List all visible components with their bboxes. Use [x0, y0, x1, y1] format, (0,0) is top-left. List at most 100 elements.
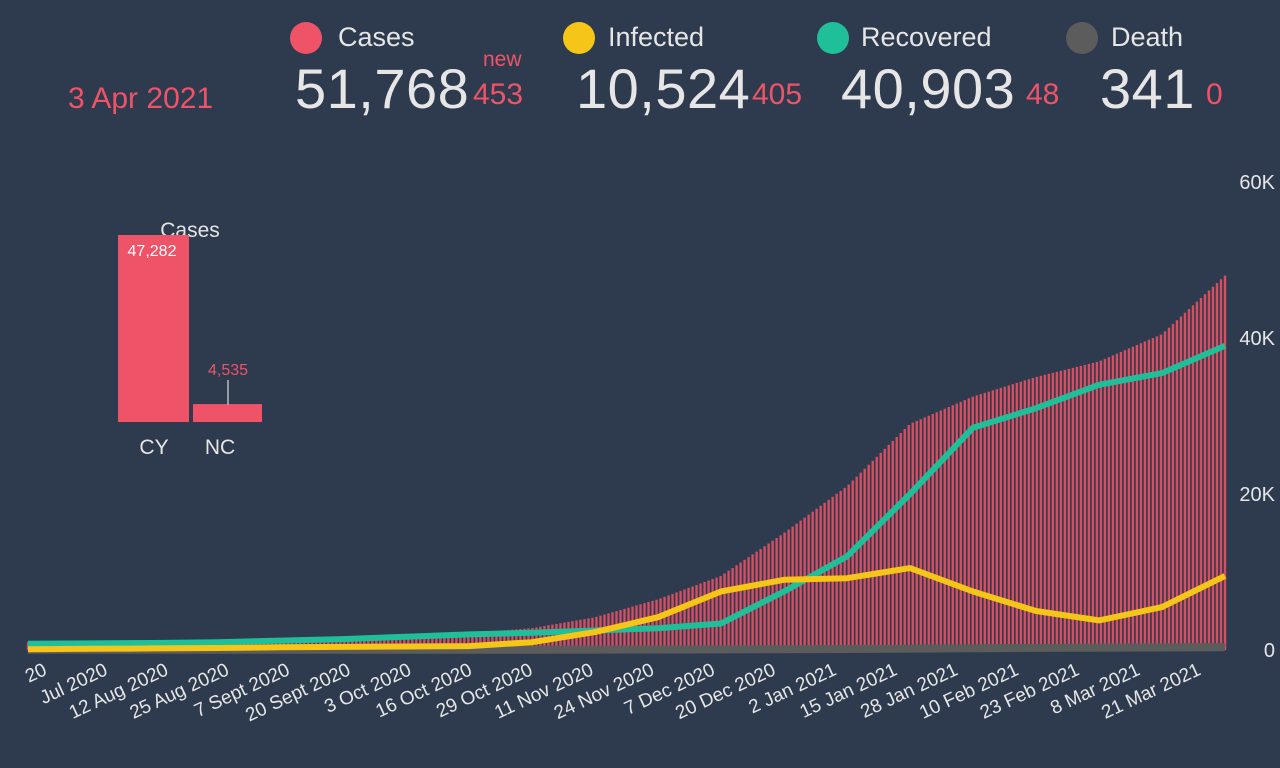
cases-bar: [379, 635, 382, 650]
cases-bar: [1039, 375, 1043, 650]
cases-bar: [363, 636, 366, 650]
cases-bar: [831, 496, 834, 650]
death-legend-dot: [1066, 22, 1098, 54]
cases-bar: [1167, 327, 1171, 650]
cases-bar: [875, 456, 878, 650]
cases-bar: [691, 586, 694, 650]
cases-bar: [387, 635, 390, 650]
cases-bar: [859, 472, 862, 650]
inset-value-nc: 4,535: [208, 362, 248, 379]
cases-bar: [347, 636, 350, 650]
cases-bar: [1131, 346, 1135, 650]
cases-bar: [242, 639, 246, 650]
cases-bar: [947, 407, 950, 650]
cases-bar: [279, 638, 282, 650]
cases-bar: [315, 637, 318, 650]
inset-category-nc: NC: [205, 436, 235, 459]
cases-bar: [1139, 343, 1143, 650]
cases-bar: [459, 633, 462, 650]
series-lines: [27, 343, 1227, 654]
infected-line: [27, 565, 1227, 653]
cases-bar: [951, 405, 954, 650]
cases-bar: [1007, 385, 1011, 650]
cases-value: 51,768: [295, 57, 470, 120]
cases-bar: [463, 633, 466, 650]
cases-bar: [675, 592, 678, 650]
cases-bar: [531, 628, 534, 650]
cases-bar: [1163, 331, 1167, 650]
cases-bar: [919, 419, 922, 650]
cases-bar: [451, 633, 454, 650]
cases-bar: [959, 401, 962, 650]
y-tick-label: 20K: [1239, 484, 1275, 506]
cases-bar: [879, 452, 882, 650]
cases-bar: [351, 636, 354, 650]
cases-bar: [971, 396, 974, 650]
cases-bar: [1011, 384, 1015, 650]
cases-bar: [719, 576, 722, 650]
cases-bar: [287, 638, 290, 650]
cases-bar: [1203, 294, 1207, 650]
cases-bar: [283, 638, 286, 650]
cases-bar: [254, 638, 258, 650]
cases-bar: [1111, 355, 1115, 650]
cases-bar: [483, 631, 486, 650]
date-label: 3 Apr 2021: [68, 82, 214, 115]
cases-bar: [751, 554, 754, 650]
cases-bar: [1023, 380, 1027, 650]
recovered-line: [27, 343, 1227, 647]
cases-bar: [999, 387, 1003, 650]
cases-bar: [271, 638, 274, 650]
cases-bar: [931, 413, 934, 650]
cases-bar: [987, 391, 990, 650]
cases-bar: [395, 635, 398, 650]
cases-bar: [407, 635, 410, 650]
inset-bar-nc: [193, 404, 262, 422]
cases-bar: [359, 636, 362, 650]
cases-bar: [723, 573, 726, 650]
cases-bar: [803, 517, 806, 650]
cases-bar: [855, 476, 858, 650]
cases-bar: [955, 403, 958, 650]
cases-bar: [415, 634, 418, 650]
cases-bar: [1047, 373, 1051, 650]
cases-bar: [1031, 377, 1035, 650]
cases-bar: [319, 637, 322, 650]
cases-bar: [1191, 305, 1195, 650]
cases-bar: [1051, 372, 1055, 650]
infected-delta: 405: [752, 78, 803, 111]
y-axis: 0 20K 40K 60K: [1239, 172, 1275, 662]
cases-bar: [1087, 363, 1091, 650]
cases-bar: [519, 629, 522, 650]
cases-bar: [1043, 374, 1047, 650]
inset-value-cy: 47,282: [128, 243, 177, 260]
cases-bar: [479, 631, 482, 650]
infected-label: Infected: [608, 22, 705, 52]
inset-bar-cy: [118, 235, 189, 422]
cases-bar: [1083, 364, 1087, 650]
cases-bar: [655, 599, 658, 650]
cases-bars: [26, 275, 1227, 650]
cases-bar: [527, 628, 530, 650]
cases-bar: [1019, 381, 1023, 650]
cases-bar: [939, 410, 942, 650]
cases-bar: [887, 444, 890, 650]
cases-bar: [299, 637, 302, 650]
recovered-value: 40,903: [841, 57, 1016, 120]
cases-bar: [1215, 283, 1219, 650]
recovered-delta: 48: [1026, 78, 1060, 111]
cases-bar: [375, 635, 378, 650]
recovered-label: Recovered: [861, 22, 992, 52]
cases-bar: [1223, 275, 1227, 650]
cases-bar: [331, 637, 334, 650]
cases-bar: [303, 637, 306, 650]
cases-bar: [1003, 386, 1007, 650]
cases-bar: [499, 630, 502, 650]
cases-bar: [1199, 297, 1203, 650]
cases-bar: [1091, 362, 1095, 650]
cases-bar: [427, 634, 430, 650]
cases-bar: [1219, 279, 1223, 650]
cases-bar: [755, 551, 758, 650]
cases-label: Cases: [338, 22, 415, 52]
cases-bar: [1095, 361, 1099, 650]
